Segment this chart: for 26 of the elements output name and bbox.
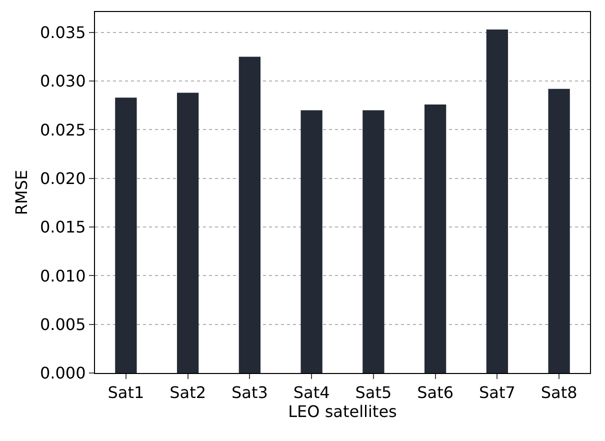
y-tick-label: 0.010 <box>40 266 86 286</box>
y-tick-label: 0.035 <box>40 23 86 42</box>
y-tick-label: 0.025 <box>40 120 86 140</box>
y-tick-label: 0.015 <box>40 218 86 237</box>
x-tick-label: Sat5 <box>355 383 392 402</box>
bar <box>115 98 137 373</box>
bar <box>300 110 322 373</box>
x-tick-label: Sat8 <box>540 383 578 402</box>
y-tick-label: 0.030 <box>40 72 86 91</box>
bar <box>362 110 384 373</box>
x-tick-label: Sat6 <box>417 383 454 402</box>
x-tick-label: Sat7 <box>478 383 516 402</box>
x-tick-label: Sat4 <box>293 383 330 402</box>
y-axis-title: RMSE <box>12 170 31 216</box>
y-tick-label: 0.005 <box>40 314 86 334</box>
x-axis-title: LEO satellites <box>288 402 397 422</box>
x-tick-label: Sat2 <box>170 383 206 402</box>
bar <box>486 30 508 373</box>
x-tick-label: Sat1 <box>108 383 144 402</box>
x-tick-label: Sat3 <box>231 383 268 402</box>
bar <box>238 56 261 373</box>
y-tick-label: 0.020 <box>40 168 86 188</box>
bar <box>424 104 446 373</box>
y-tick-label: 0.000 <box>40 364 86 383</box>
bar <box>548 88 570 373</box>
bar <box>176 92 199 373</box>
